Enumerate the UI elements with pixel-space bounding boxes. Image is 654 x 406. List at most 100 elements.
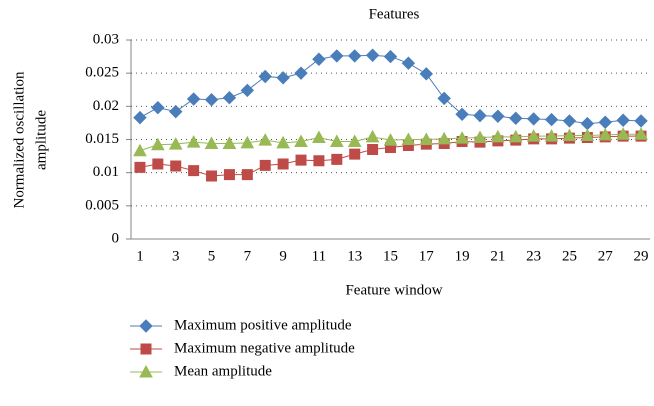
data-point	[634, 114, 648, 128]
data-point	[151, 100, 165, 115]
data-point	[133, 143, 147, 157]
data-point	[347, 49, 362, 63]
data-point	[294, 134, 308, 147]
legend-marker	[140, 343, 152, 355]
legend-label: Mean amplitude	[174, 363, 272, 379]
chart-title: Features	[369, 6, 420, 22]
x-tick-label: 21	[490, 248, 505, 264]
data-point	[295, 154, 307, 166]
x-tick-label: 7	[244, 248, 252, 264]
data-point	[331, 153, 343, 165]
data-point	[349, 148, 361, 160]
data-point	[168, 137, 183, 150]
data-point	[223, 169, 235, 181]
data-point	[188, 165, 200, 177]
data-point	[508, 129, 523, 143]
data-point	[544, 129, 559, 142]
data-point	[526, 112, 541, 126]
data-point	[634, 127, 648, 140]
data-point	[312, 52, 326, 66]
x-tick-label: 13	[347, 248, 362, 264]
data-point	[491, 129, 505, 143]
data-point	[526, 129, 541, 142]
y-tick-label: 0.01	[93, 164, 119, 180]
y-tick-label: 0.015	[85, 131, 119, 147]
y-axis-label: amplitude	[33, 110, 49, 170]
data-point	[259, 159, 271, 171]
data-point	[562, 128, 577, 142]
legend-marker	[139, 364, 153, 378]
x-tick-label: 15	[383, 248, 398, 264]
x-tick-label: 19	[455, 248, 470, 264]
data-point	[419, 67, 434, 81]
data-point	[276, 135, 290, 149]
data-point	[509, 111, 523, 125]
data-point	[580, 116, 595, 131]
data-point	[294, 66, 308, 80]
data-point	[437, 91, 451, 106]
x-tick-label: 25	[562, 248, 577, 264]
data-point	[330, 49, 344, 63]
data-point	[544, 112, 559, 127]
data-point	[277, 158, 289, 170]
data-point	[491, 109, 505, 123]
data-point	[312, 130, 326, 144]
data-point	[240, 83, 255, 98]
data-point	[616, 113, 630, 127]
data-point	[152, 158, 164, 170]
data-point	[383, 49, 398, 64]
x-tick-label: 1	[136, 248, 144, 264]
y-axis-label: Normalized oscillation	[11, 71, 27, 209]
data-point	[276, 71, 290, 85]
x-tick-label: 9	[279, 248, 287, 264]
data-point	[365, 129, 380, 143]
x-tick-label: 5	[208, 248, 216, 264]
data-point	[329, 134, 344, 147]
y-tick-label: 0.025	[85, 65, 119, 81]
data-point	[455, 107, 469, 122]
data-point	[616, 127, 630, 140]
data-point	[206, 170, 218, 182]
y-tick-label: 0	[112, 230, 120, 246]
data-point	[204, 136, 219, 149]
data-point	[186, 135, 201, 148]
data-point	[580, 128, 595, 142]
data-point	[258, 133, 273, 146]
data-point	[222, 91, 237, 105]
data-point	[598, 115, 612, 129]
y-tick-label: 0.03	[93, 31, 119, 47]
x-tick-label: 17	[419, 248, 435, 264]
data-point	[473, 108, 487, 123]
data-point	[240, 135, 255, 149]
data-point	[401, 56, 416, 70]
series-line	[139, 54, 642, 125]
data-point	[186, 92, 201, 106]
data-point	[598, 127, 613, 141]
x-tick-label: 29	[634, 248, 649, 264]
x-tick-label: 27	[598, 248, 614, 264]
data-point	[204, 92, 219, 107]
x-axis-label: Feature window	[345, 282, 442, 298]
data-point	[455, 131, 469, 144]
data-point	[222, 136, 237, 149]
x-tick-label: 3	[172, 248, 180, 264]
data-point	[170, 160, 182, 172]
data-point	[383, 133, 398, 146]
x-tick-label: 23	[526, 248, 541, 264]
data-point	[562, 114, 577, 128]
x-tick-label: 11	[312, 248, 326, 264]
data-point	[401, 132, 416, 145]
legend-label: Maximum negative amplitude	[174, 340, 355, 356]
legend-marker	[139, 319, 153, 333]
data-point	[419, 132, 434, 145]
data-point	[258, 69, 272, 84]
y-tick-label: 0.005	[85, 197, 119, 213]
data-point	[313, 155, 325, 167]
y-tick-label: 0.02	[93, 98, 119, 114]
data-point	[134, 161, 146, 173]
data-point	[347, 134, 362, 147]
data-point	[367, 143, 379, 155]
data-point	[169, 104, 183, 119]
data-point	[133, 110, 147, 125]
